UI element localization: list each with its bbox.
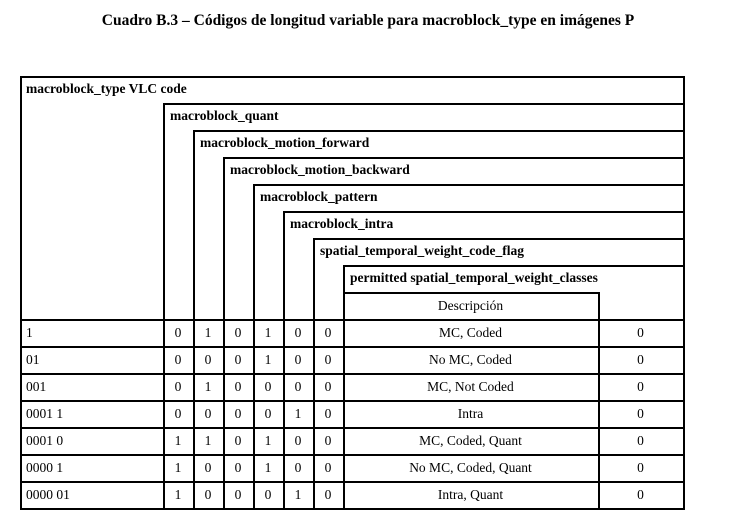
cell-permitted-classes: 0 (637, 460, 644, 475)
header-description: Descripción (437, 298, 504, 313)
cell-bit-stwc_flag: 0 (324, 379, 332, 394)
cell-bit-stwc_flag: 0 (324, 325, 332, 340)
header-bottom-rule (20, 319, 685, 321)
header-rule-description (343, 292, 600, 294)
cell-vlc-code: 01 (26, 352, 40, 367)
cell-bit-quant: 0 (174, 352, 182, 367)
header-forward: macroblock_motion_forward (200, 135, 370, 150)
row-rule (20, 373, 685, 375)
cell-bit-forward: 1 (204, 433, 212, 448)
header-rule-stwc_flag (313, 238, 685, 240)
column-rule-intra (283, 211, 285, 510)
cell-bit-pattern: 1 (264, 460, 272, 475)
cell-bit-stwc_flag: 0 (324, 352, 332, 367)
cell-bit-intra: 1 (294, 487, 302, 502)
cell-bit-intra: 1 (294, 406, 302, 421)
header-rule-forward (193, 130, 685, 132)
cell-permitted-classes: 0 (637, 379, 644, 394)
cell-vlc-code: 001 (26, 379, 47, 394)
cell-bit-forward: 0 (204, 352, 212, 367)
header-pattern: macroblock_pattern (260, 189, 378, 204)
table-bottom-border (20, 508, 685, 510)
cell-bit-backward: 0 (234, 487, 242, 502)
table-left-border (20, 76, 22, 510)
row-rule (20, 481, 685, 483)
cell-vlc-code: 0000 1 (26, 460, 64, 475)
cell-bit-stwc_flag: 0 (324, 433, 332, 448)
cell-permitted-classes: 0 (637, 352, 644, 367)
cell-bit-backward: 0 (234, 379, 242, 394)
cell-bit-intra: 0 (294, 352, 302, 367)
cell-bit-backward: 0 (234, 352, 242, 367)
header-rule-permitted (343, 265, 685, 267)
cell-bit-quant: 1 (174, 487, 182, 502)
cell-bit-intra: 0 (294, 379, 302, 394)
row-rule (20, 454, 685, 456)
table-caption: Cuadro B.3 – Códigos de longitud variabl… (101, 12, 635, 29)
cell-bit-backward: 0 (234, 433, 242, 448)
cell-bit-forward: 0 (204, 487, 212, 502)
cell-bit-pattern: 1 (264, 352, 272, 367)
row-rule (20, 427, 685, 429)
column-rule-permitted (343, 265, 345, 510)
header-rule-pattern (253, 184, 685, 186)
row-rule (20, 400, 685, 402)
cell-bit-forward: 1 (204, 325, 212, 340)
cell-description: No MC, Coded (429, 352, 512, 367)
cell-bit-pattern: 0 (264, 379, 272, 394)
cell-description: MC, Not Coded (427, 379, 514, 394)
cell-vlc-code: 0001 0 (26, 433, 64, 448)
header-rule-backward (223, 157, 685, 159)
column-rule-forward (193, 130, 195, 510)
header-stwc_flag: spatial_temporal_weight_code_flag (320, 243, 524, 258)
cell-bit-forward: 1 (204, 379, 212, 394)
cell-description: Intra (457, 406, 484, 421)
cell-bit-intra: 0 (294, 433, 302, 448)
header-backward: macroblock_motion_backward (230, 162, 410, 177)
header-rule-quant (163, 103, 685, 105)
header-quant: macroblock_quant (170, 108, 279, 123)
header-permitted: permitted spatial_temporal_weight_classe… (350, 270, 598, 285)
cell-description: MC, Coded (438, 325, 502, 340)
cell-bit-quant: 1 (174, 433, 182, 448)
cell-bit-forward: 0 (204, 460, 212, 475)
cell-bit-quant: 0 (174, 325, 182, 340)
table-right-border (683, 76, 685, 510)
cell-bit-quant: 0 (174, 379, 182, 394)
cell-bit-pattern: 1 (264, 325, 272, 340)
cell-permitted-classes: 0 (637, 487, 644, 502)
cell-bit-stwc_flag: 0 (324, 460, 332, 475)
cell-permitted-classes: 0 (637, 433, 644, 448)
cell-bit-quant: 1 (174, 460, 182, 475)
cell-bit-intra: 0 (294, 460, 302, 475)
cell-bit-stwc_flag: 0 (324, 406, 332, 421)
column-rule-backward (223, 157, 225, 510)
cell-bit-forward: 0 (204, 406, 212, 421)
cell-vlc-code: 1 (26, 325, 33, 340)
table-top-border (20, 76, 685, 78)
cell-bit-backward: 0 (234, 325, 242, 340)
cell-bit-intra: 0 (294, 325, 302, 340)
cell-permitted-classes: 0 (637, 406, 644, 421)
cell-bit-pattern: 1 (264, 433, 272, 448)
cell-vlc-code: 0001 1 (26, 406, 64, 421)
cell-bit-quant: 0 (174, 406, 182, 421)
cell-bit-pattern: 0 (264, 487, 272, 502)
cell-bit-backward: 0 (234, 406, 242, 421)
cell-permitted-classes: 0 (637, 325, 644, 340)
row-rule (20, 346, 685, 348)
cell-description: MC, Coded, Quant (419, 433, 522, 448)
cell-bit-backward: 0 (234, 460, 242, 475)
header-code: macroblock_type VLC code (26, 81, 187, 96)
cell-bit-stwc_flag: 0 (324, 487, 332, 502)
column-rule-quant (163, 103, 165, 510)
cell-description: Intra, Quant (437, 487, 504, 502)
cell-vlc-code: 0000 01 (26, 487, 70, 502)
cell-bit-pattern: 0 (264, 406, 272, 421)
header-rule-intra (283, 211, 685, 213)
cell-description: No MC, Coded, Quant (409, 460, 532, 475)
header-intra: macroblock_intra (290, 216, 394, 231)
